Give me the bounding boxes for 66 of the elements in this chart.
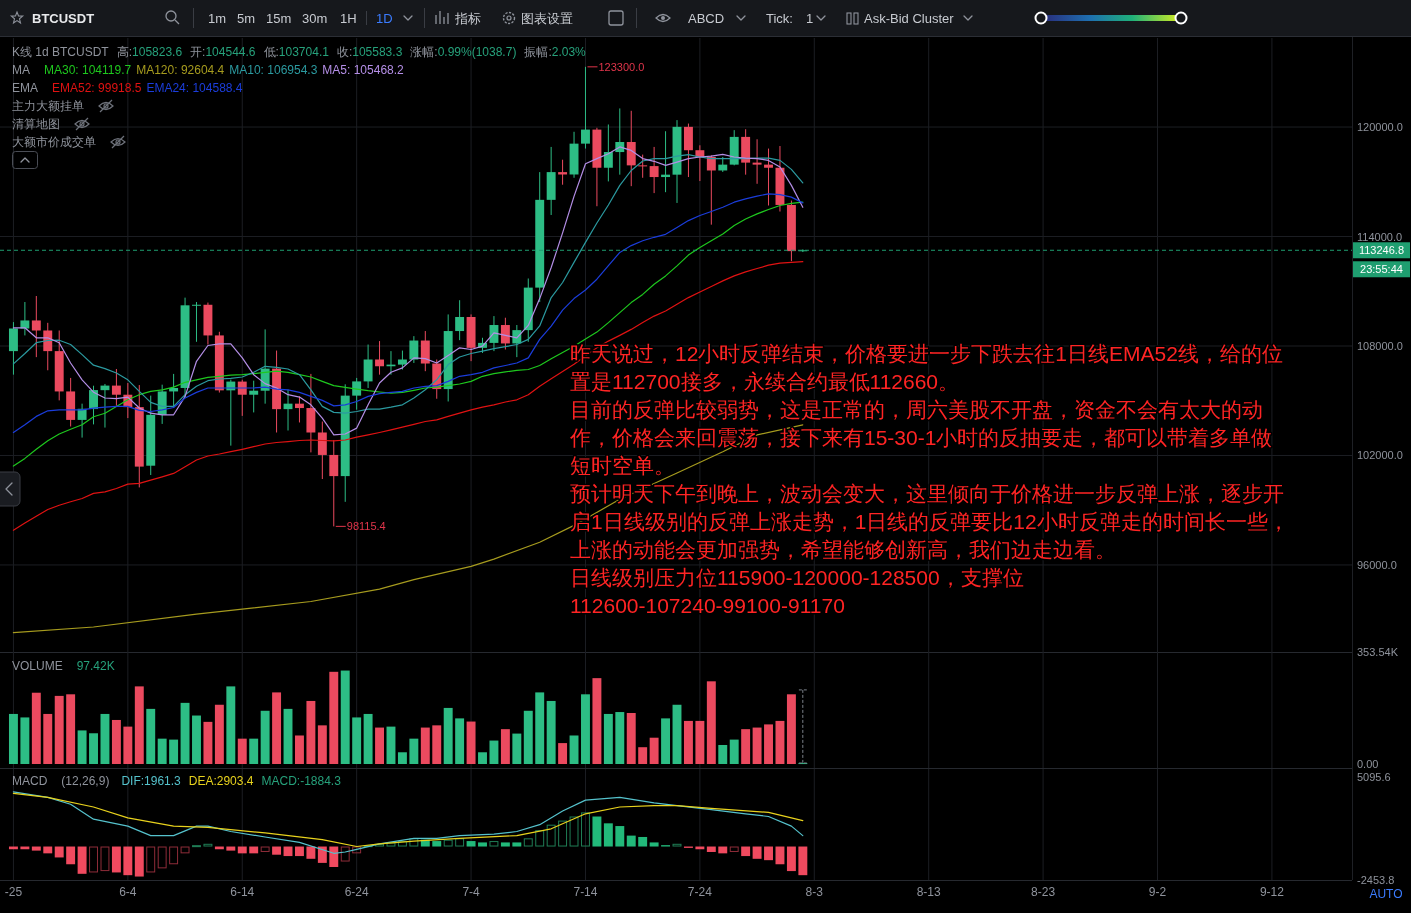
x-tick-label: 6-14 [230, 885, 255, 899]
text: MACD:-1884.3 [261, 774, 342, 788]
annotation: 98115.4 [346, 520, 386, 533]
text: 5m [237, 10, 256, 26]
text: 图表设置 [521, 10, 573, 26]
y-tick-label: 120000.0 [1357, 121, 1403, 134]
chart-title: MACD [12, 774, 48, 788]
text: EMA52: 99918.5 [52, 81, 142, 95]
x-tick-label: 6-4 [119, 885, 137, 899]
annotation: 收:105583.3 [336, 45, 403, 59]
text: EMA24: 104588.4 [146, 81, 243, 95]
annotation: 123300.0 [598, 60, 645, 73]
text: MA5: 105468.2 [322, 63, 405, 77]
annotation: 涨幅:0.99%(1038.7) [410, 45, 517, 59]
y-tick-label: 5095.6 [1357, 771, 1391, 783]
x-tick-label: 6-24 [344, 885, 369, 899]
annotation: 97.42K [76, 659, 115, 673]
y-tick-label: 114000.0 [1357, 230, 1403, 243]
text: DEA:2903.4 [188, 774, 254, 788]
text: DIF:1961.3 [121, 774, 182, 788]
annotation: 清算地图 [12, 117, 60, 131]
y-tick-label: 0.00 [1357, 758, 1379, 770]
text: AUTO [1369, 887, 1403, 901]
y-tick-label: 102000.0 [1357, 449, 1403, 462]
annotation: 开:104544.6 [190, 45, 256, 59]
text: 1 [806, 10, 814, 26]
text: 23:55:44 [1360, 263, 1403, 276]
x-tick-label: -25 [4, 885, 23, 899]
y-tick-label: 96000.0 [1357, 558, 1397, 571]
text: VOLUME [12, 659, 63, 673]
annotation: 日线级别压力位115900-120000-128500，支撑位112600-107240-99100-91170 [570, 565, 1024, 617]
x-tick-label: 8-23 [1031, 885, 1056, 899]
x-tick-label: 7-24 [687, 885, 713, 899]
x-tick-label: 9-12 [1259, 885, 1285, 899]
text: BTCUSDT [32, 10, 95, 26]
ref-line-label: 113246.8 [1358, 244, 1405, 257]
annotation: 大额市价成交单 [12, 135, 96, 149]
text: K线 1d BTCUSDT [12, 45, 110, 59]
x-tick-label: 7-4 [462, 885, 481, 899]
annotation: 主力大额挂单 [12, 99, 84, 113]
chart-subtitle: (12,26,9) [61, 774, 110, 788]
text: MA120: 92604.4 [136, 63, 225, 77]
text: Ask-Bid Cluster [864, 10, 955, 26]
annotation: 振幅:2.03% [524, 45, 587, 59]
text: 1D [376, 10, 393, 26]
text: 1H [340, 10, 357, 26]
y-tick-label: 108000.0 [1357, 340, 1403, 352]
annotation: MA [12, 63, 30, 77]
text: ABCD [688, 10, 725, 26]
annotation: 高:105823.6 [116, 45, 183, 59]
text: Tick: [766, 10, 793, 26]
text: MA10: 106954.3 [229, 63, 318, 77]
x-tick-label: 9-2 [1148, 885, 1167, 899]
text: MA30: 104119.7 [44, 63, 132, 77]
y-tick-label: 353.54K [1357, 646, 1399, 658]
x-tick-label: 8-3 [805, 885, 824, 899]
annotation: 低:103704.1 [263, 45, 330, 59]
annotation: EMA [12, 81, 39, 95]
x-tick-label: 8-13 [916, 885, 942, 899]
text: 指标 [454, 10, 481, 26]
annotation: 昨天说过，12小时反弹结束，价格要进一步下跌去往1日线EMA52线，给的位置是112700接多，永续合约最低112660。 [570, 341, 1283, 393]
y-tick-label: -2453.8 [1357, 874, 1395, 886]
x-tick-label: 7-14 [573, 885, 598, 899]
text: 1m [208, 10, 227, 26]
text: 30m [302, 10, 328, 26]
text: 15m [266, 10, 292, 26]
